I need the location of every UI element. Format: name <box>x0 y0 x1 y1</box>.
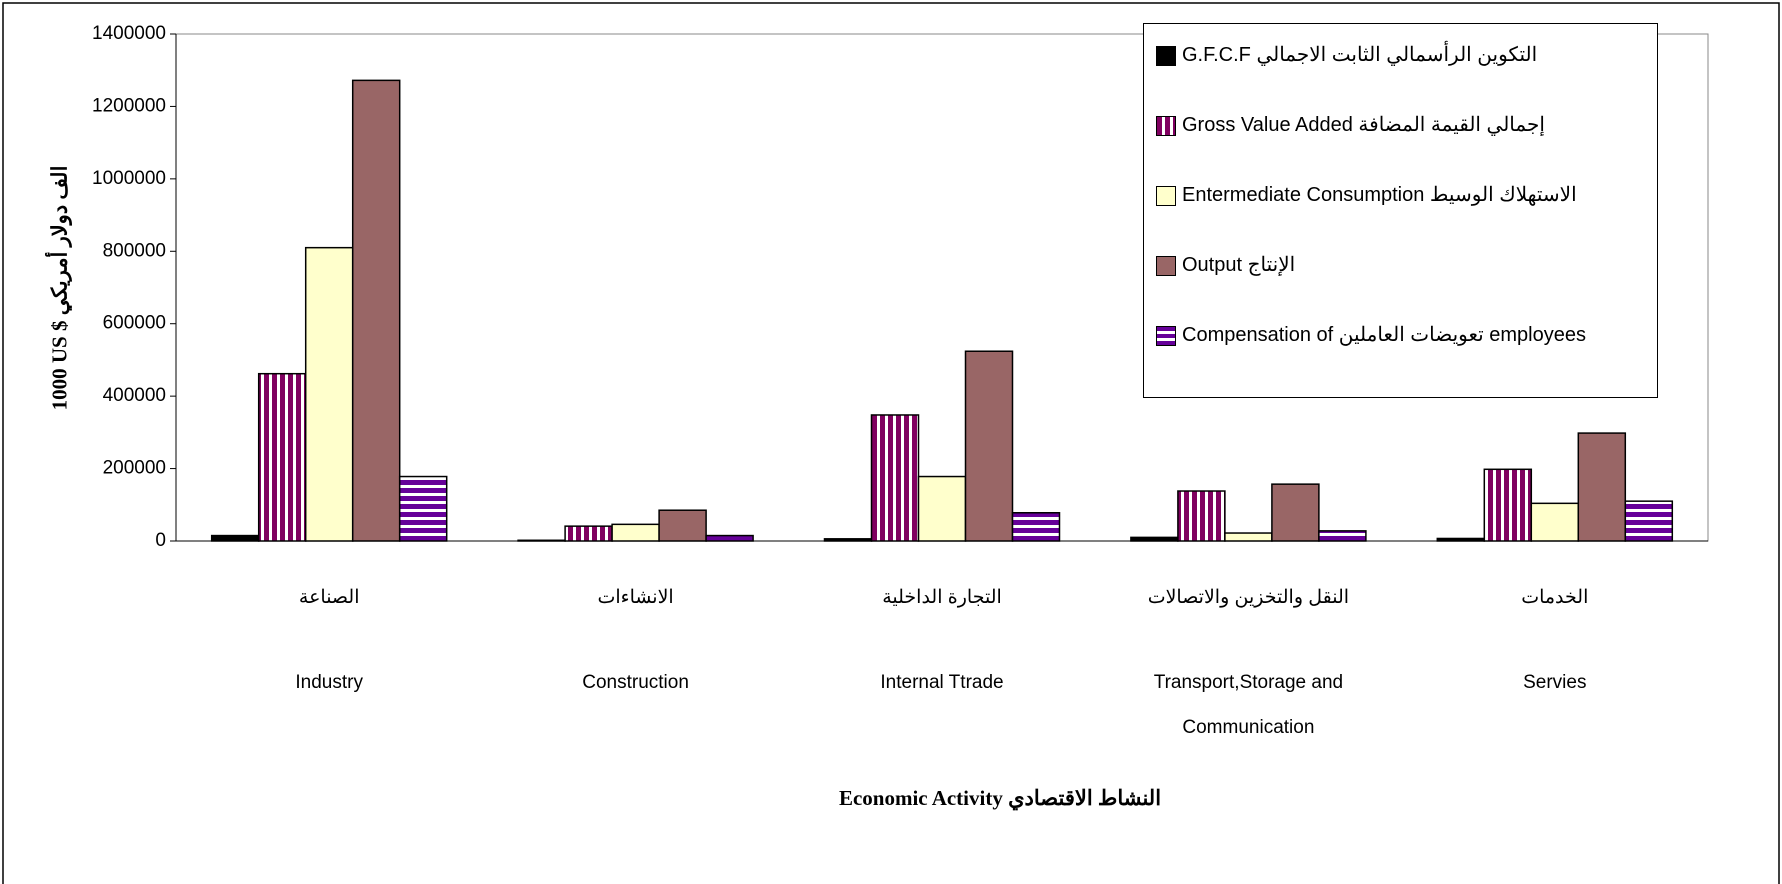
legend-item: Gross Value Added إجمالي القيمة المضافة <box>1156 104 1645 174</box>
legend-swatch <box>1156 186 1176 206</box>
x-tick-label: Construction <box>582 672 689 693</box>
bar <box>870 414 920 542</box>
bar <box>257 372 307 542</box>
x-tick-label-ar: التجارة الداخلية <box>882 587 1002 608</box>
bar <box>823 538 873 542</box>
legend-label: Entermediate Consumption الاستهلاك الوسي… <box>1182 184 1577 206</box>
x-tick-label: Servies <box>1523 672 1587 693</box>
y-tick-label: 1400000 <box>92 23 166 44</box>
x-axis-label: Economic Activity النشاط الاقتصادي <box>838 786 1162 810</box>
legend-swatch <box>1156 116 1176 136</box>
bar <box>1271 483 1320 542</box>
bar <box>1224 532 1273 542</box>
bar <box>1624 500 1674 542</box>
bar <box>564 525 613 542</box>
legend-label: Output الإنتاج <box>1182 254 1296 276</box>
bar <box>1011 512 1061 542</box>
y-tick-label: 1200000 <box>92 95 166 116</box>
legend-item: G.F.C.F التكوين الرأسمالي الثابت الاجمال… <box>1156 34 1645 104</box>
bar <box>658 509 707 542</box>
bar <box>1130 536 1179 542</box>
legend-swatch <box>1156 256 1176 276</box>
bar <box>304 246 354 542</box>
legend: G.F.C.F التكوين الرأسمالي الثابت الاجمال… <box>1143 23 1658 398</box>
bar <box>351 79 401 542</box>
legend-label: Gross Value Added إجمالي القيمة المضافة <box>1182 114 1545 136</box>
x-tick-label-ar: الصناعة <box>298 587 360 608</box>
y-tick-label: 0 <box>155 530 166 551</box>
bar <box>964 350 1014 542</box>
bar <box>1483 468 1533 542</box>
legend-item: Output الإنتاج <box>1156 244 1645 314</box>
legend-item: Entermediate Consumption الاستهلاك الوسي… <box>1156 174 1645 244</box>
legend-item: Compensation of تعويضات العاملين employe… <box>1156 314 1645 384</box>
y-tick-label: 600000 <box>103 313 166 334</box>
x-tick-label: Industry <box>295 672 363 693</box>
bar <box>1530 502 1580 542</box>
x-tick-label: Transport,Storage and Communication <box>1153 672 1344 738</box>
x-tick-label-ar: النقل والتخزين والاتصالات <box>1147 587 1350 608</box>
bar <box>1577 432 1627 542</box>
legend-label: G.F.C.F التكوين الرأسمالي الثابت الاجمال… <box>1182 44 1538 66</box>
bar <box>611 523 660 542</box>
y-tick-label: 400000 <box>103 385 166 406</box>
bar <box>1436 537 1486 542</box>
y-tick-label: 800000 <box>103 240 166 261</box>
bar <box>517 539 566 542</box>
y-tick-label: 1000000 <box>92 168 166 189</box>
x-tick-label-ar: الانشاءات <box>597 587 674 608</box>
bar <box>1177 490 1226 542</box>
legend-label: Compensation of تعويضات العاملين employe… <box>1182 324 1586 346</box>
bar <box>210 534 260 542</box>
bar <box>398 475 448 542</box>
y-tick-label: 200000 <box>103 458 166 479</box>
x-tick-label: Internal Ttrade <box>880 672 1004 693</box>
bar <box>705 534 754 542</box>
x-tick-label-ar: الخدمات <box>1521 587 1589 608</box>
legend-swatch <box>1156 326 1176 346</box>
legend-swatch <box>1156 46 1176 66</box>
y-axis-label: 1000 US $ الف دولار أمريكي <box>47 165 72 411</box>
bar <box>1318 530 1367 542</box>
bar <box>917 475 967 542</box>
